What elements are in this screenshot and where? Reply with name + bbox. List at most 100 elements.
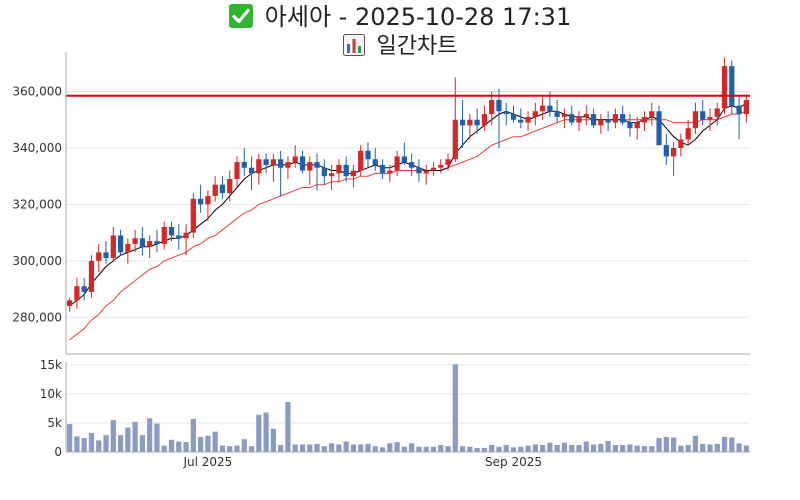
candlestick	[263, 153, 269, 174]
candlestick	[649, 102, 655, 126]
candle-body	[641, 116, 648, 123]
candle-body	[438, 164, 444, 168]
candle-body	[285, 162, 291, 168]
candlestick	[241, 147, 247, 177]
candlestick	[481, 105, 488, 132]
volume-bar	[430, 446, 437, 452]
volume-bar	[263, 412, 269, 452]
candlestick	[598, 114, 604, 134]
volume-bar	[707, 444, 713, 452]
volume-bar	[467, 446, 473, 452]
volume-bar	[161, 445, 167, 452]
candle-body	[139, 238, 146, 247]
candle-body	[205, 195, 211, 205]
candle-body	[430, 167, 437, 171]
candle-body	[401, 156, 407, 163]
volume-bar	[532, 444, 538, 452]
volume-bar	[365, 443, 371, 452]
volume-bar	[714, 443, 720, 452]
volume-bar	[612, 445, 619, 452]
volume-bar	[147, 418, 153, 452]
volume-bar	[379, 447, 386, 452]
candlestick	[285, 156, 291, 180]
volume-gridlines	[66, 364, 750, 453]
candlestick	[227, 170, 233, 202]
candlestick	[641, 111, 648, 132]
candle-body	[678, 139, 684, 148]
candlestick	[350, 164, 357, 188]
candlestick	[605, 111, 611, 132]
candle-body	[103, 252, 109, 259]
volume-bar	[176, 441, 182, 452]
volume-axis: 0 5k 10k 15k	[40, 358, 62, 459]
volume-bar	[212, 431, 218, 452]
candlestick	[489, 91, 495, 126]
volume-bar	[394, 442, 400, 452]
candle-body	[96, 252, 102, 261]
candle-body	[299, 156, 306, 171]
candlestick	[656, 105, 662, 146]
candle-body	[692, 111, 699, 129]
candle-body	[743, 99, 749, 115]
candle-body	[423, 170, 429, 174]
candle-body	[328, 173, 335, 177]
candle-body	[132, 238, 138, 244]
candlestick	[387, 164, 393, 182]
candle-body	[452, 119, 458, 160]
candle-body	[612, 114, 619, 123]
candle-body	[590, 114, 597, 126]
candlestick	[532, 102, 538, 126]
candlestick	[168, 221, 175, 242]
candle-body	[598, 119, 604, 126]
candle-body	[707, 116, 713, 120]
candle-body	[278, 159, 284, 168]
candle-body	[467, 119, 473, 126]
candlestick	[539, 97, 546, 120]
candlestick	[139, 226, 146, 256]
volume-bar	[554, 445, 560, 452]
candlestick	[358, 145, 364, 177]
candle-body	[365, 150, 371, 160]
candle-body	[343, 164, 349, 177]
candle-body	[350, 170, 357, 177]
candle-body	[532, 111, 538, 117]
candlestick	[197, 184, 204, 213]
candle-body	[387, 170, 393, 174]
volume-bar	[678, 445, 684, 452]
date-axis: Jul 2025 Sep 2025	[182, 455, 542, 469]
volume-bar	[205, 435, 211, 452]
candlestick	[314, 153, 320, 191]
volume-bar	[81, 438, 87, 452]
candle-body	[81, 286, 87, 292]
candle-body	[656, 111, 662, 146]
volume-bar	[350, 444, 357, 452]
candlestick	[125, 238, 131, 264]
candle-body	[700, 111, 706, 120]
candlestick	[743, 94, 749, 123]
volume-bar	[736, 443, 742, 452]
volume-bar	[663, 436, 669, 452]
ma-long-line	[69, 110, 747, 341]
volume-tick-label: 5k	[47, 416, 62, 430]
volume-bar	[620, 445, 626, 452]
volume-bar	[481, 447, 488, 452]
candle-body	[270, 159, 277, 165]
date-tick-label: Sep 2025	[485, 455, 542, 469]
candle-body	[569, 114, 575, 123]
volume-bar	[576, 445, 582, 452]
volume-bar	[518, 446, 524, 452]
candle-body	[321, 167, 327, 177]
candle-body	[547, 105, 553, 112]
volume-bar	[416, 446, 422, 452]
candle-body	[474, 119, 480, 126]
candlestick	[452, 77, 458, 163]
candlestick	[256, 153, 262, 185]
candlestick	[292, 145, 298, 168]
price-gridlines	[66, 91, 750, 318]
volume-bar	[125, 427, 131, 452]
candlestick	[721, 57, 728, 115]
candlestick	[518, 108, 524, 129]
candlestick	[729, 60, 735, 115]
candle-body	[307, 162, 313, 171]
candlestick	[343, 156, 349, 182]
